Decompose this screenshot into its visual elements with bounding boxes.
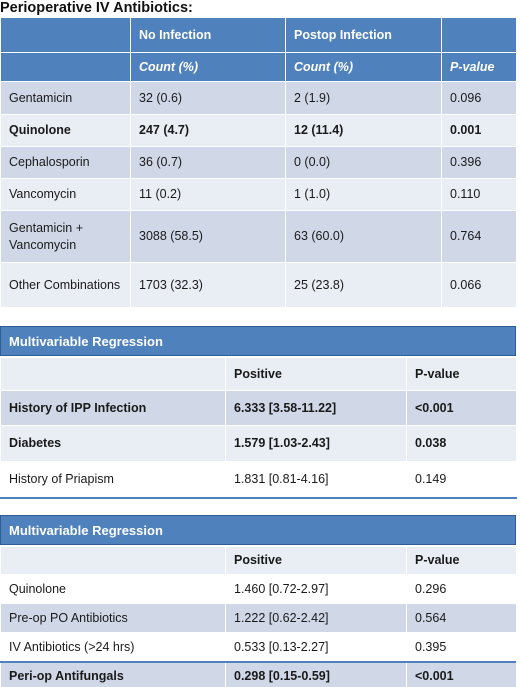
postop-cell: 2 (1.9) [285,81,442,115]
p-value-cell: 0.764 [441,210,517,263]
p-value-cell: 0.149 [406,461,517,498]
header-postop-infection: Postop Infection [285,17,442,53]
no-infection-cell: 1703 (32.3) [130,262,286,308]
table-subheader-row: Count (%) Count (%) P-value [0,52,517,82]
positive-cell: 6.333 [3.58-11.22] [225,390,407,426]
positive-cell: 1.460 [0.72-2.97] [225,574,407,604]
row-label: Peri-op Antifungals [0,661,226,687]
header-p-value: P-value [406,357,517,391]
antibiotics-table: No Infection Postop Infection Count (%) … [0,17,517,308]
table-row: Gentamicin + Vancomycin 3088 (58.5) 63 (… [0,210,517,263]
header-positive: Positive [225,357,407,391]
no-infection-cell: 36 (0.7) [130,146,286,179]
header-positive: Positive [225,546,407,575]
row-label: Quinolone [0,574,226,604]
positive-cell: 0.533 [0.13-2.27] [225,632,407,662]
p-value-cell: <0.001 [406,390,517,426]
regression-banner: Multivariable Regression [0,326,516,356]
row-label: Gentamicin + Vancomycin [0,210,131,263]
no-infection-cell: 32 (0.6) [130,81,286,115]
table-row: History of IPP Infection 6.333 [3.58-11.… [0,390,517,426]
row-label: Quinolone [0,114,131,147]
subheader-cell [0,52,131,82]
subheader-count: Count (%) [285,52,442,82]
postop-cell: 12 (11.4) [285,114,442,147]
p-value-cell: 0.066 [441,262,517,308]
header-cell [0,546,226,575]
row-label: Cephalosporin [0,146,131,179]
p-value-cell: <0.001 [406,661,517,687]
header-cell [0,357,226,391]
table-row: Quinolone 247 (4.7) 12 (11.4) 0.001 [0,114,517,147]
table-row: Vancomycin 11 (0.2) 1 (1.0) 0.110 [0,178,517,211]
positive-cell: 1.579 [1.03-2.43] [225,425,407,462]
p-value-cell: 0.096 [441,81,517,115]
table-row: Cephalosporin 36 (0.7) 0 (0.0) 0.396 [0,146,517,179]
row-label: Diabetes [0,425,226,462]
postop-cell: 0 (0.0) [285,146,442,179]
header-p-value: P-value [406,546,517,575]
header-cell [441,17,517,53]
positive-cell: 1.831 [0.81-4.16] [225,461,407,498]
table-row: History of Priapism 1.831 [0.81-4.16] 0.… [0,461,517,498]
p-value-cell: 0.001 [441,114,517,147]
regression-table-1: Positive P-value History of IPP Infectio… [0,357,517,499]
row-label: History of Priapism [0,461,226,498]
row-label: IV Antibiotics (>24 hrs) [0,632,226,662]
no-infection-cell: 3088 (58.5) [130,210,286,263]
table-header-row: No Infection Postop Infection [0,17,517,53]
no-infection-cell: 247 (4.7) [130,114,286,147]
postop-cell: 63 (60.0) [285,210,442,263]
header-cell [0,17,131,53]
subheader-p-value: P-value [441,52,517,82]
row-label: Other Combinations [0,262,131,308]
p-value-cell: 0.110 [441,178,517,211]
row-label: History of IPP Infection [0,390,226,426]
regression-banner: Multivariable Regression [0,515,516,545]
postop-cell: 1 (1.0) [285,178,442,211]
row-label: Gentamicin [0,81,131,115]
positive-cell: 0.298 [0.15-0.59] [225,661,407,687]
table-row: Diabetes 1.579 [1.03-2.43] 0.038 [0,425,517,462]
row-label: Vancomycin [0,178,131,211]
p-value-cell: 0.038 [406,425,517,462]
table-row: Pre-op PO Antibiotics 1.222 [0.62-2.42] … [0,603,517,633]
page-title: Perioperative IV Antibiotics: [0,0,193,16]
positive-cell: 1.222 [0.62-2.42] [225,603,407,633]
regression-table-2: Positive P-value Quinolone 1.460 [0.72-2… [0,546,517,687]
subheader-count: Count (%) [130,52,286,82]
p-value-cell: 0.395 [406,632,517,662]
row-label: Pre-op PO Antibiotics [0,603,226,633]
table-row: Gentamicin 32 (0.6) 2 (1.9) 0.096 [0,81,517,115]
postop-cell: 25 (23.8) [285,262,442,308]
table-header-row: Positive P-value [0,546,517,575]
p-value-cell: 0.296 [406,574,517,604]
table-row: Quinolone 1.460 [0.72-2.97] 0.296 [0,574,517,604]
no-infection-cell: 11 (0.2) [130,178,286,211]
header-no-infection: No Infection [130,17,286,53]
table-row: Other Combinations 1703 (32.3) 25 (23.8)… [0,262,517,308]
divider [0,661,516,663]
table-row: Peri-op Antifungals 0.298 [0.15-0.59] <0… [0,661,517,687]
p-value-cell: 0.396 [441,146,517,179]
table-header-row: Positive P-value [0,357,517,391]
p-value-cell: 0.564 [406,603,517,633]
table-row: IV Antibiotics (>24 hrs) 0.533 [0.13-2.2… [0,632,517,662]
